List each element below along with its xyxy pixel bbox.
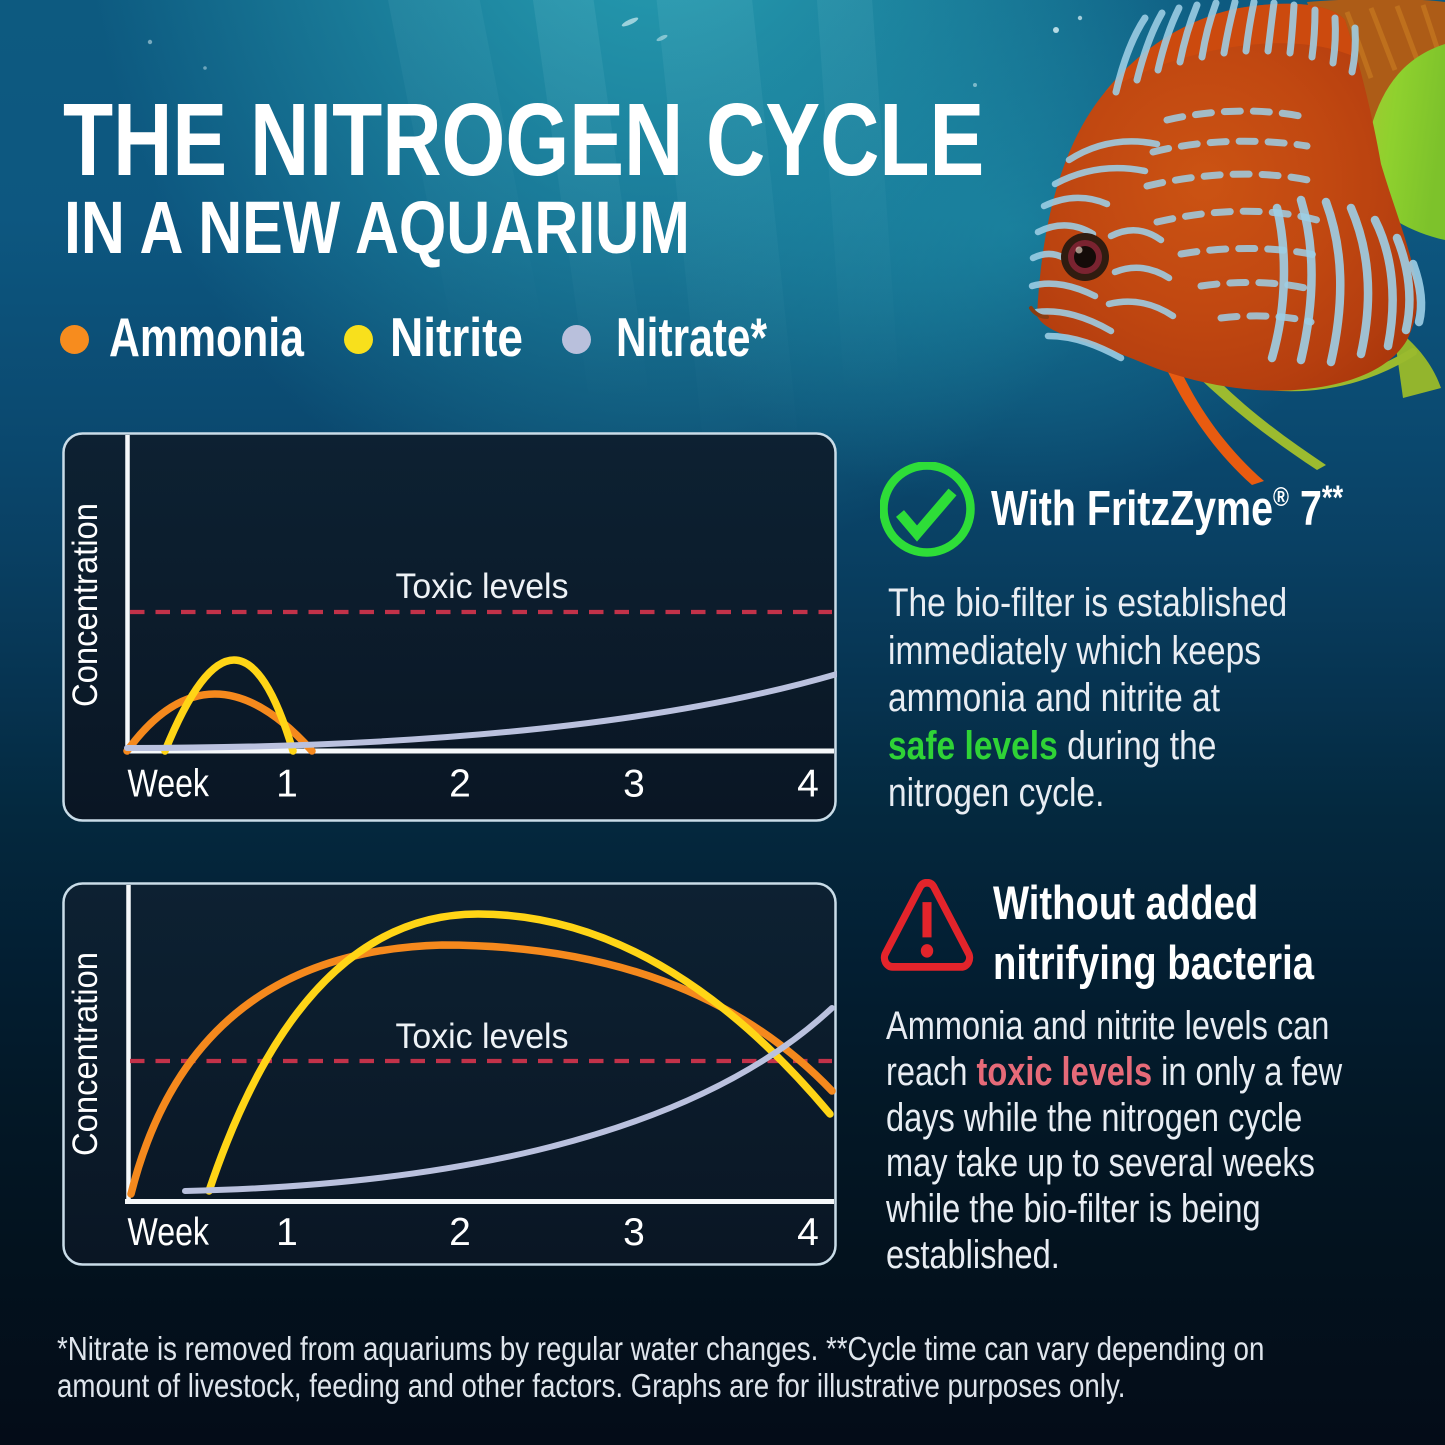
svg-text:1: 1 [276, 1211, 298, 1254]
svg-text:Concentration: Concentration [66, 952, 105, 1156]
svg-text:Concentration: Concentration [66, 503, 105, 707]
svg-text:3: 3 [623, 763, 645, 806]
svg-text:1: 1 [276, 763, 298, 806]
svg-text:2: 2 [449, 1211, 471, 1254]
svg-text:Week: Week [128, 1211, 210, 1254]
svg-text:4: 4 [797, 1211, 819, 1254]
svg-text:2: 2 [449, 763, 471, 806]
svg-text:4: 4 [797, 763, 819, 806]
svg-text:Week: Week [128, 763, 210, 806]
svg-text:3: 3 [623, 1211, 645, 1254]
svg-text:Toxic levels: Toxic levels [396, 1017, 569, 1056]
svg-text:Toxic levels: Toxic levels [396, 567, 569, 606]
